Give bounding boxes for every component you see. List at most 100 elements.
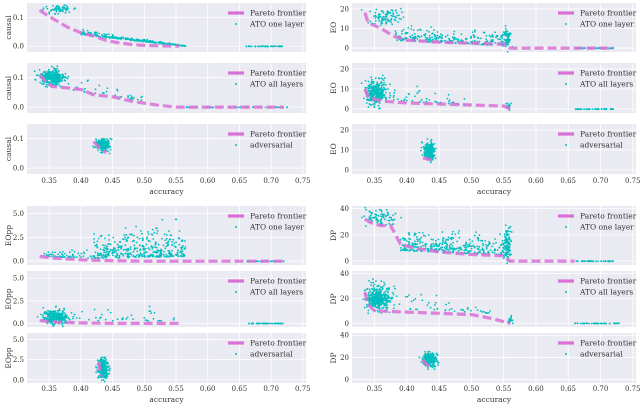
scatter-point (155, 246, 158, 249)
scatter-point (280, 322, 282, 325)
scatter-point (105, 245, 108, 248)
scatter-point (401, 32, 403, 35)
scatter-point (174, 246, 177, 249)
scatter-point (367, 106, 370, 108)
scatter-point (56, 74, 59, 77)
scatter-point (53, 67, 56, 70)
scatter-point (369, 87, 372, 90)
scatter-point (441, 246, 444, 249)
scatter-point (132, 98, 134, 100)
y-tick-label: 0 (345, 167, 349, 175)
scatter-point (211, 106, 214, 109)
scatter-point (384, 283, 386, 286)
scatter-point (371, 93, 374, 96)
scatter-point (103, 360, 106, 363)
scatter-point (114, 94, 117, 97)
scatter-point (180, 246, 183, 249)
scatter-point (107, 309, 109, 311)
scatter-point (107, 33, 110, 36)
scatter-point (396, 39, 399, 42)
scatter-point (178, 243, 181, 246)
scatter-point (407, 233, 410, 236)
scatter-point (419, 100, 422, 103)
scatter-point (107, 366, 109, 368)
scatter-point (474, 30, 476, 33)
scatter-point (55, 69, 58, 72)
scatter-point (424, 243, 426, 246)
scatter-point (430, 148, 433, 151)
scatter-point (56, 309, 59, 312)
scatter-point (379, 24, 382, 27)
scatter-point (466, 308, 469, 310)
scatter-point (369, 20, 372, 23)
scatter-point (390, 14, 393, 17)
scatter-point (473, 234, 476, 237)
scatter-point (147, 233, 150, 236)
scatter-point (375, 280, 377, 282)
scatter-point (401, 249, 404, 251)
scatter-point (507, 249, 510, 252)
scatter-point (168, 238, 171, 241)
scatter-point (64, 76, 67, 79)
scatter-point (60, 253, 63, 255)
scatter-point (500, 40, 503, 43)
scatter-point (44, 77, 47, 79)
legend-scatter-swatch (235, 144, 237, 146)
scatter-point (481, 311, 483, 313)
x-tick-label: 0.75 (295, 385, 311, 393)
scatter-point (592, 322, 595, 325)
scatter-point (443, 246, 446, 249)
scatter-point (132, 234, 135, 237)
scatter-point (367, 22, 369, 24)
scatter-point (431, 158, 434, 161)
scatter-point (410, 300, 413, 303)
scatter-point (464, 249, 467, 251)
scatter-point (97, 237, 100, 240)
scatter-point (370, 99, 373, 101)
scatter-point (451, 251, 454, 254)
x-tick-label: 0.45 (431, 177, 447, 185)
scatter-point (73, 256, 76, 258)
scatter-point (381, 10, 384, 12)
scatter-point (381, 89, 383, 92)
scatter-point (381, 74, 384, 77)
scatter-point (44, 85, 47, 88)
scatter-point (165, 253, 168, 256)
scatter-point (155, 242, 157, 245)
scatter-point (141, 239, 144, 242)
scatter-point (409, 308, 412, 311)
x-tick-label: 0.70 (593, 177, 609, 185)
scatter-point (432, 242, 435, 245)
scatter-point (399, 7, 402, 10)
scatter-point (597, 108, 600, 110)
scatter-point (369, 211, 372, 214)
scatter-point (130, 314, 133, 317)
scatter-point (502, 243, 505, 246)
scatter-point (441, 241, 444, 244)
scatter-point (42, 83, 45, 85)
scatter-point (376, 300, 379, 303)
scatter-point (434, 157, 437, 160)
scatter-point (374, 11, 377, 14)
x-axis-label: accuracy (149, 395, 184, 404)
scatter-point (94, 251, 97, 254)
scatter-point (104, 244, 106, 247)
scatter-point (432, 238, 434, 241)
scatter-point (50, 255, 53, 258)
scatter-point (72, 315, 75, 318)
scatter-point (136, 98, 139, 101)
scatter-point (451, 233, 454, 236)
scatter-point (147, 239, 150, 242)
scatter-point (431, 36, 433, 39)
scatter-point (507, 44, 509, 46)
scatter-point (132, 38, 135, 41)
scatter-point (595, 108, 598, 110)
scatter-point (165, 245, 168, 248)
scatter-point (597, 322, 599, 325)
scatter-point (95, 371, 97, 374)
y-axis-label: EOpp (4, 225, 13, 246)
scatter-point (412, 36, 415, 38)
scatter-point (48, 12, 51, 15)
